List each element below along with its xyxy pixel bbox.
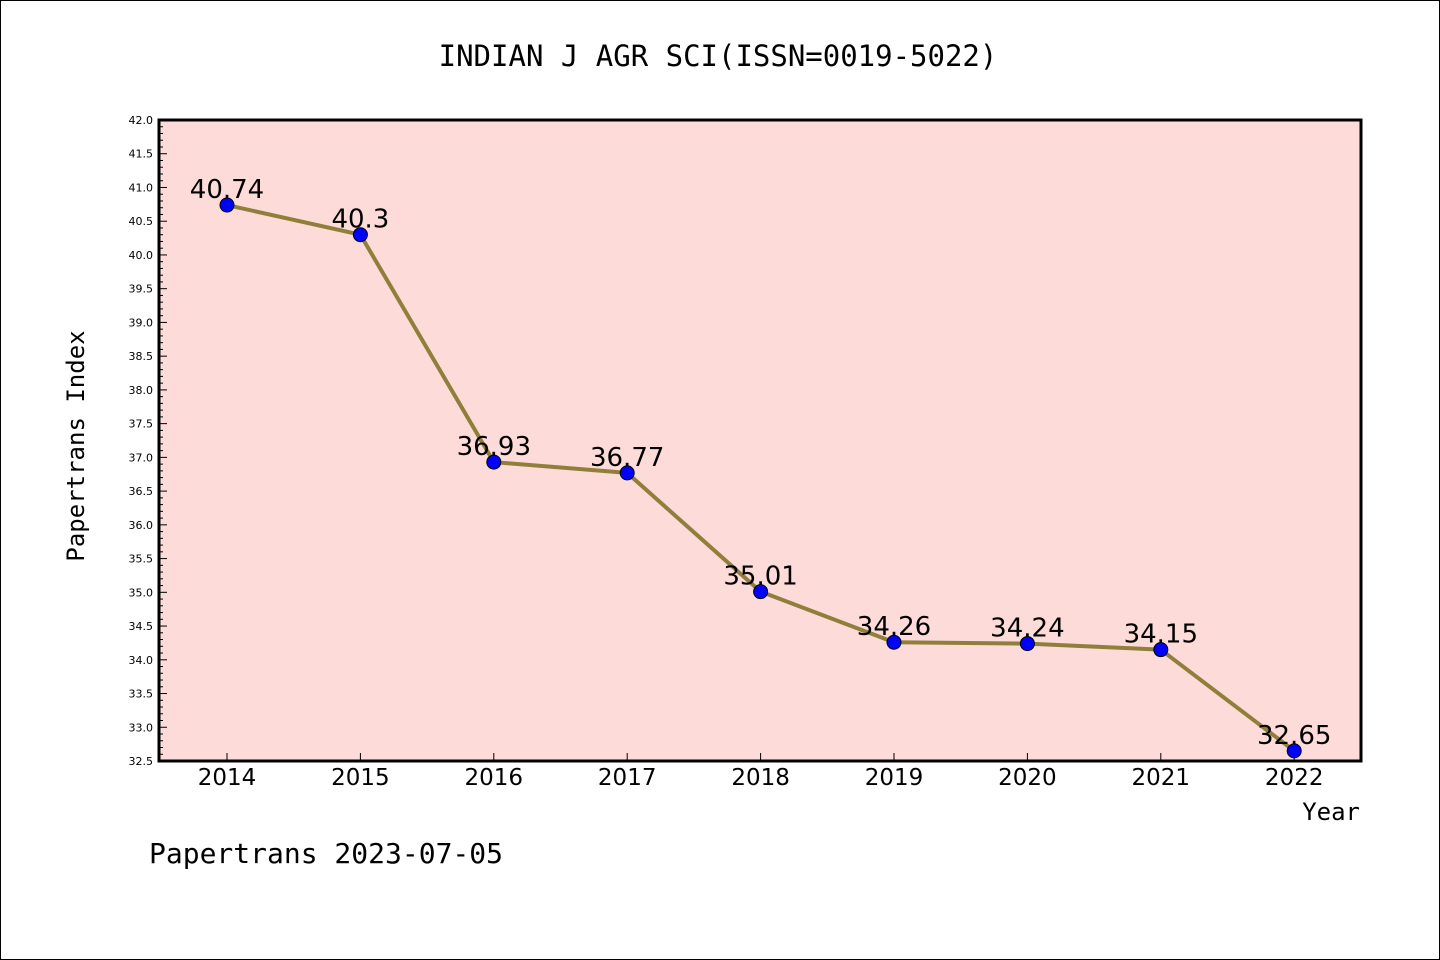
x-tick-label: 2019	[865, 765, 924, 791]
y-tick-label: 42.0	[129, 114, 154, 127]
y-tick-label: 39.5	[129, 283, 154, 296]
data-label: 34.26	[857, 612, 931, 642]
x-tick-label: 2016	[465, 765, 524, 791]
y-tick-label: 38.5	[129, 350, 154, 363]
data-label: 35.01	[723, 562, 797, 592]
data-label: 36.93	[457, 432, 531, 462]
y-tick-label: 39.0	[129, 316, 154, 329]
y-axis-label: Papertrans Index	[62, 330, 90, 561]
x-tick-label: 2018	[731, 765, 790, 791]
x-tick-label: 2020	[998, 765, 1057, 791]
x-axis: 2014 2015 2016 2017 2018 2019 2020 2021 2022	[198, 753, 1324, 791]
data-point-marker	[1019, 636, 1035, 652]
y-tick-label: 41.5	[129, 148, 154, 161]
data-label: 36.77	[590, 443, 664, 473]
y-tick-label: 33.5	[129, 688, 154, 701]
series-line-group	[219, 197, 1302, 759]
data-point-marker	[1286, 743, 1302, 759]
data-label: 32.65	[1257, 721, 1331, 751]
footer-text: Papertrans 2023-07-05	[149, 837, 503, 870]
y-tick-label: 34.0	[129, 654, 154, 667]
x-axis-label: Year	[1302, 798, 1360, 826]
data-point-marker	[619, 465, 635, 481]
data-label: 34.15	[1124, 620, 1198, 650]
data-label: 40.3	[331, 205, 389, 235]
y-tick-label: 37.5	[129, 418, 154, 431]
y-tick-label: 40.5	[129, 215, 154, 228]
y-tick-label: 35.0	[129, 586, 154, 599]
y-tick-label: 35.5	[129, 553, 154, 566]
y-tick-label: 38.0	[129, 384, 154, 397]
y-tick-label: 36.5	[129, 485, 154, 498]
y-tick-label: 40.0	[129, 249, 154, 262]
x-tick-label: 2014	[198, 765, 257, 791]
data-labels-group: 40.74 40.3 36.93 36.77 35.01 34.26 34.24 34.15 3…	[190, 175, 1332, 751]
y-tick-label: 41.0	[129, 181, 154, 194]
data-point-marker	[486, 454, 502, 470]
y-tick-label: 37.0	[129, 451, 154, 464]
data-point-marker	[753, 584, 769, 600]
chart-title: INDIAN J AGR SCI(ISSN=0019-5022)	[439, 39, 998, 73]
y-tick-label: 34.5	[129, 620, 154, 633]
data-point-marker	[219, 197, 235, 213]
y-tick-label: 32.5	[129, 755, 154, 768]
y-tick-label: 33.0	[129, 721, 154, 734]
data-label: 40.74	[190, 175, 264, 205]
x-tick-label: 2021	[1132, 765, 1191, 791]
x-tick-label: 2017	[598, 765, 657, 791]
data-point-marker	[352, 227, 368, 243]
data-label: 34.24	[990, 614, 1064, 644]
data-point-marker	[886, 634, 902, 650]
x-tick-label: 2022	[1265, 765, 1324, 791]
data-point-marker	[1153, 642, 1169, 658]
y-tick-label: 36.0	[129, 519, 154, 532]
y-axis: 32.5 33.0 33.5 34.0 34.5 35.0 35.5 36.0 36.5 37.0…	[129, 114, 167, 768]
x-tick-label: 2015	[331, 765, 390, 791]
